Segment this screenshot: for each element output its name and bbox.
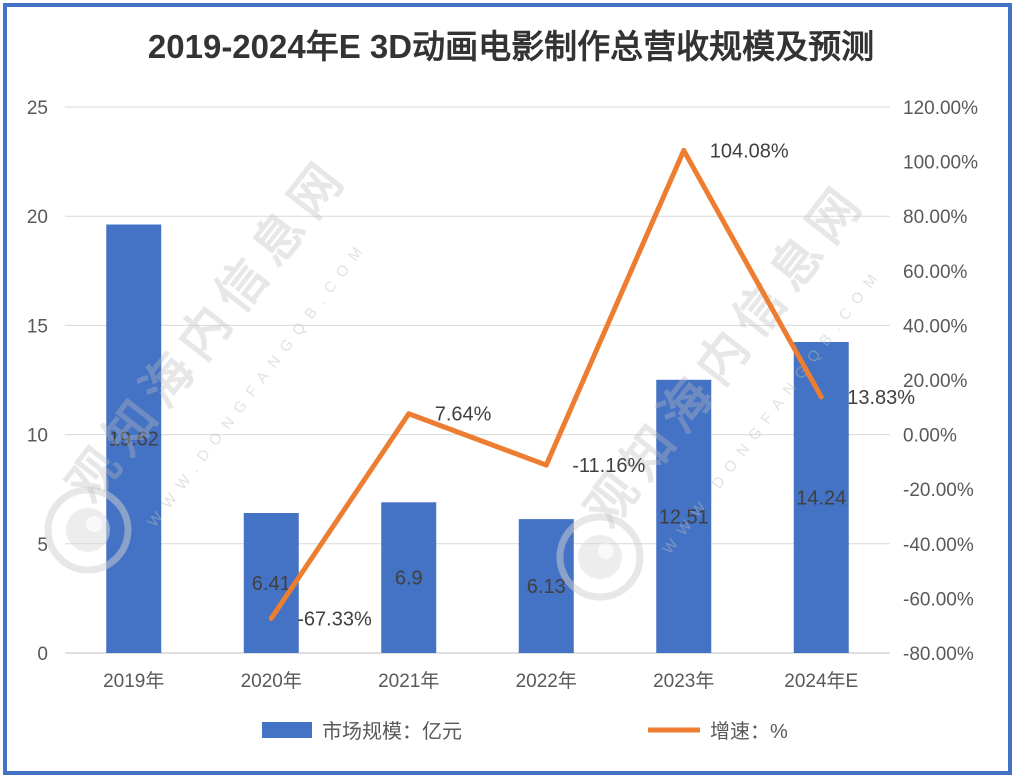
right-tick-label-9: 100.00% bbox=[903, 153, 978, 174]
right-tick-label-10: 120.00% bbox=[903, 98, 978, 119]
x-tick-label-2: 2021年 bbox=[378, 670, 439, 692]
left-axis: 0 5 10 15 20 25 bbox=[27, 98, 48, 665]
right-tick-label-0: -80.00% bbox=[903, 644, 974, 665]
right-tick-label-1: -60.00% bbox=[903, 589, 974, 610]
chart-title: 2019-2024年E 3D动画电影制作总营收规模及预测 bbox=[148, 28, 874, 65]
bar-data-label-1: 6.41 bbox=[252, 573, 291, 595]
legend-swatch-market-size bbox=[262, 722, 312, 738]
legend-label-growth-rate: 增速：% bbox=[710, 720, 788, 743]
bar-1 bbox=[243, 513, 299, 653]
legend: 市场规模：亿元 增速：% bbox=[262, 720, 788, 743]
right-tick-label-3: -20.00% bbox=[903, 480, 974, 501]
bar-data-label-4: 12.51 bbox=[659, 506, 709, 528]
line-data-labels: -67.33% 7.64% -11.16% 104.08% 13.83% bbox=[297, 140, 915, 630]
line-point-4 bbox=[681, 147, 687, 153]
right-tick-label-8: 80.00% bbox=[903, 207, 968, 228]
x-tick-label-0: 2019年 bbox=[103, 670, 164, 692]
x-tick-label-4: 2023年 bbox=[653, 670, 714, 692]
bar-series bbox=[106, 224, 849, 653]
bar-data-labels: 19.62 6.41 6.9 6.13 12.51 14.24 bbox=[109, 429, 847, 598]
right-tick-label-5: 20.00% bbox=[903, 371, 968, 392]
right-tick-label-7: 60.00% bbox=[903, 262, 968, 283]
legend-label-market-size: 市场规模：亿元 bbox=[322, 720, 462, 743]
x-tick-label-5: 2024年E bbox=[784, 670, 858, 692]
line-data-label-5: 13.83% bbox=[847, 387, 915, 409]
right-tick-label-2: -40.00% bbox=[903, 535, 974, 556]
line-data-label-3: -11.16% bbox=[572, 455, 645, 477]
bar-data-label-0: 19.62 bbox=[109, 429, 159, 451]
right-axis: -80.00% -60.00% -40.00% -20.00% 0.00% 20.00% 4… bbox=[903, 98, 978, 665]
line-data-label-4: 104.08% bbox=[710, 140, 789, 162]
bar-data-label-5: 14.24 bbox=[796, 487, 846, 509]
left-tick-label-3: 15 bbox=[27, 316, 48, 337]
bar-data-label-2: 6.9 bbox=[395, 568, 423, 590]
line-data-label-2: 7.64% bbox=[435, 404, 492, 426]
left-tick-label-4: 20 bbox=[27, 207, 48, 228]
x-tick-label-1: 2020年 bbox=[241, 670, 302, 692]
left-tick-label-2: 10 bbox=[27, 426, 48, 447]
bar-4 bbox=[656, 379, 712, 653]
left-tick-label-1: 5 bbox=[37, 535, 48, 556]
left-tick-label-0: 0 bbox=[37, 644, 48, 665]
line-point-5 bbox=[818, 394, 824, 400]
bar-data-label-3: 6.13 bbox=[527, 576, 566, 598]
right-tick-label-4: 0.00% bbox=[903, 426, 957, 447]
line-point-1 bbox=[268, 615, 274, 621]
bar-0 bbox=[106, 224, 162, 653]
line-point-3 bbox=[543, 462, 549, 468]
right-tick-label-6: 40.00% bbox=[903, 316, 968, 337]
growth-rate-series bbox=[268, 147, 824, 621]
line-data-label-1: -67.33% bbox=[297, 608, 372, 630]
x-tick-label-3: 2022年 bbox=[516, 670, 577, 692]
x-axis: 2019年 2020年 2021年 2022年 2023年 2024年E bbox=[103, 670, 858, 692]
bar-2 bbox=[381, 502, 437, 653]
gridlines bbox=[65, 106, 890, 654]
left-tick-label-5: 25 bbox=[27, 98, 48, 119]
line-point-2 bbox=[406, 411, 412, 417]
